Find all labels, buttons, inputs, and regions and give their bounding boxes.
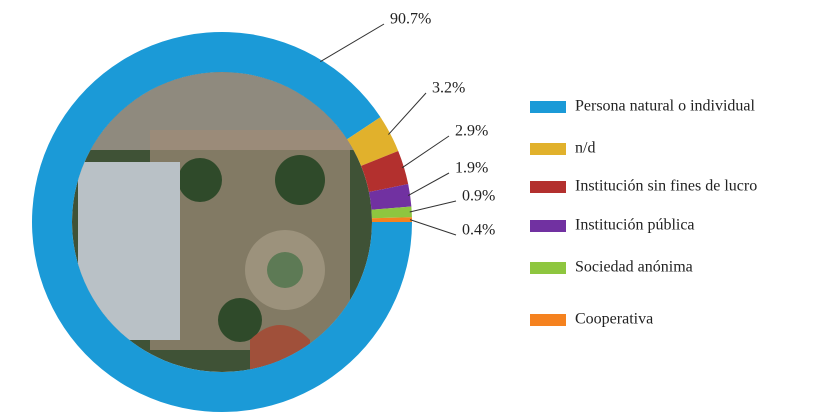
donut-slice — [361, 150, 409, 193]
legend-swatch — [530, 314, 566, 326]
legend-label: n/d — [575, 140, 595, 157]
value-label: 1.9% — [455, 160, 488, 177]
legend-swatch — [530, 101, 566, 113]
leader-line — [409, 200, 457, 213]
value-label: 0.9% — [462, 188, 495, 205]
leader-line — [320, 23, 385, 63]
value-label: 90.7% — [390, 11, 431, 28]
legend-swatch — [530, 220, 566, 232]
donut-slice — [347, 117, 399, 166]
leader-line — [407, 172, 450, 196]
donut-slice — [368, 184, 412, 210]
legend-swatch — [530, 143, 566, 155]
leader-line — [388, 92, 427, 135]
value-label: 2.9% — [455, 123, 488, 140]
legend-label: Institución sin fines de lucro — [575, 178, 757, 195]
leader-line — [401, 135, 450, 169]
legend-label: Cooperativa — [575, 311, 653, 328]
donut-slice — [371, 217, 412, 222]
legend-label: Sociedad anónima — [575, 259, 693, 276]
legend-swatch — [530, 262, 566, 274]
legend-label: Institución pública — [575, 217, 695, 234]
leader-line — [409, 219, 457, 236]
legend-swatch — [530, 181, 566, 193]
value-label: 3.2% — [432, 80, 465, 97]
value-label: 0.4% — [462, 222, 495, 239]
legend-label: Persona natural o individual — [575, 98, 756, 115]
donut-slice — [371, 206, 412, 219]
